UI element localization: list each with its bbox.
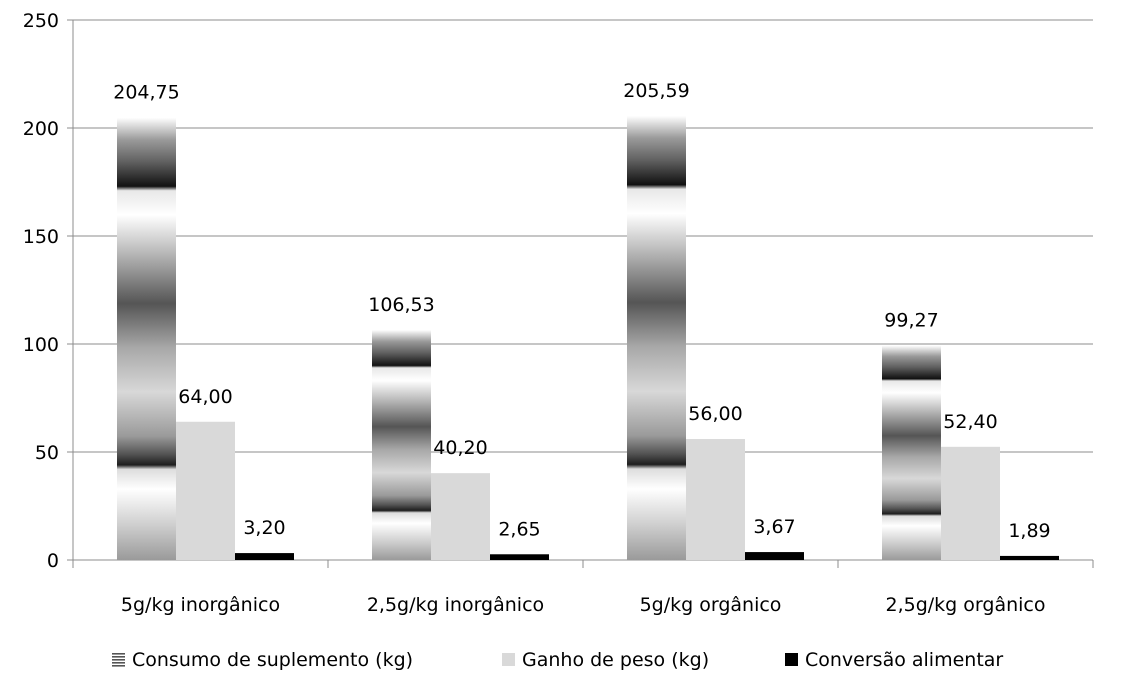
bar [745, 552, 804, 560]
data-label: 205,59 [623, 80, 689, 102]
data-label: 1,89 [1008, 520, 1050, 542]
bar [686, 439, 745, 560]
data-label: 204,75 [113, 82, 179, 104]
bar [117, 117, 176, 561]
data-label: 3,20 [243, 517, 285, 539]
legend-marker-stripe [112, 656, 125, 658]
bar [882, 345, 941, 560]
bars [117, 115, 1059, 561]
y-tick-label: 150 [23, 226, 59, 248]
x-tick-label: 5g/kg orgânico [640, 594, 782, 616]
data-label: 99,27 [884, 310, 938, 332]
x-tick-label: 5g/kg inorgânico [121, 594, 280, 616]
legend-marker [502, 653, 515, 666]
legend: Consumo de suplemento (kg) Ganho de peso … [112, 649, 1003, 671]
y-tick-label: 50 [35, 442, 59, 464]
bar [431, 473, 490, 560]
legend-label: Conversão alimentar [805, 649, 1003, 671]
data-label: 2,65 [498, 518, 540, 540]
legend-marker-stripe [112, 665, 125, 667]
bar [627, 115, 686, 560]
legend-label: Consumo de suplemento (kg) [132, 649, 413, 671]
bar [1000, 555, 1059, 560]
bar [490, 554, 549, 560]
y-tick-label: 250 [23, 10, 59, 32]
y-tick-label: 0 [47, 550, 59, 572]
bar [372, 329, 431, 560]
data-label: 52,40 [943, 411, 997, 433]
data-label: 56,00 [688, 403, 742, 425]
data-label: 3,67 [753, 516, 795, 538]
data-label: 64,00 [178, 386, 232, 408]
bar [176, 421, 235, 560]
bar [235, 553, 294, 560]
bar [941, 446, 1000, 560]
legend-label: Ganho de peso (kg) [522, 649, 709, 671]
legend-marker-stripe [112, 653, 125, 655]
legend-marker [785, 653, 798, 666]
data-labels: 204,75 64,00 3,20 106,53 40,20 2,65 205,59 56,0… [113, 80, 1050, 542]
y-tick-label: 200 [23, 118, 59, 140]
x-tick-label: 2,5g/kg inorgânico [367, 594, 544, 616]
y-tick-label: 100 [23, 334, 59, 356]
data-label: 40,20 [433, 437, 487, 459]
x-tick-label: 2,5g/kg orgânico [886, 594, 1046, 616]
legend-marker [112, 653, 125, 667]
legend-marker-stripe [112, 662, 125, 664]
data-label: 106,53 [368, 294, 434, 316]
legend-marker-stripe [112, 659, 125, 661]
